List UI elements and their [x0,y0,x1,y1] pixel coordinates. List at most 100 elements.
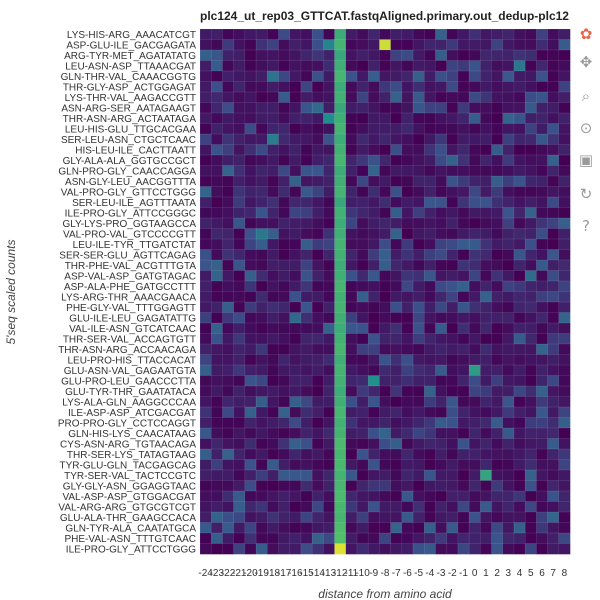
heatmap-cell [233,29,246,40]
heatmap-cell [368,533,380,544]
heatmap-cell [536,428,548,439]
heatmap-cell [200,480,212,492]
heatmap-cell [547,491,560,502]
heatmap-cell [345,102,358,114]
heatmap-cell [413,239,425,250]
heatmap-cell [222,113,234,124]
heatmap-cell [300,50,313,61]
heatmap-cell [491,291,504,303]
heatmap-cell [267,386,279,397]
heatmap-cell [368,165,380,177]
heatmap-cell [457,522,470,534]
heatmap-cell [502,123,515,135]
heatmap-cell [244,249,257,261]
heatmap-cell [356,333,369,345]
heatmap-cell [334,134,347,145]
heatmap-cell [525,375,537,387]
heatmap-cell [536,186,548,198]
heatmap-cell [334,533,347,544]
heatmap-cell [491,123,504,135]
heatmap-cell [256,512,268,523]
heatmap-cell [211,470,223,481]
heatmap-cell [502,438,515,450]
heatmap-cell [435,39,447,51]
heatmap-cell [536,365,548,376]
heatmap-cell [502,407,515,418]
heatmap-cell [256,333,268,345]
heatmap-cell [525,302,537,313]
heatmap-cell [379,375,391,387]
heatmap-cell [413,396,425,408]
heatmap-cell [211,375,223,387]
row-label: GLN-HIS-LYS_CAACATAAG [68,429,196,440]
save-icon[interactable]: ▣ [578,151,594,169]
heatmap-cell [435,207,447,219]
heatmap-cell [401,113,414,124]
heatmap-cell [424,323,436,334]
heatmap-cell [536,249,548,261]
heatmap-cell [244,71,257,82]
heatmap-cell [278,501,290,513]
heatmap-cell [525,123,537,135]
heatmap-cell [379,71,391,82]
heatmap-cell [502,218,515,229]
heatmap-cell [289,333,302,345]
heatmap-cell [211,29,223,40]
wheel-zoom-icon[interactable]: ⊙ [579,119,593,137]
heatmap-cell [424,449,436,460]
heatmap-cell [424,459,436,471]
heatmap-cell [502,207,515,219]
heatmap-cell [267,396,279,408]
column-label: 0 [472,568,478,579]
heatmap-cell [513,81,526,93]
heatmap-cell [200,50,212,61]
heatmap-cell [334,470,347,481]
heatmap-cell [502,470,515,481]
heatmap-cell [525,218,537,229]
heatmap-cell [312,270,324,282]
heatmap-cell [289,50,302,61]
heatmap-cell [244,438,257,450]
heatmap-cell [200,207,212,219]
heatmap-cell [513,312,526,324]
logo-icon[interactable]: ✿ [579,25,593,43]
heatmap-cell [244,312,257,324]
heatmap-cell [222,249,234,261]
heatmap-cell [424,428,436,439]
heatmap-cell [558,480,571,492]
heatmap-cell [390,438,403,450]
heatmap-cell [267,501,279,513]
heatmap-cell [536,323,548,334]
heatmap-cell [300,81,313,93]
heatmap-cell [334,365,347,376]
column-label: -23 [210,568,225,579]
heatmap-cell [379,407,391,418]
heatmap-cell [211,354,223,366]
heatmap-cell [379,165,391,177]
heatmap-cell [345,281,358,292]
heatmap-cell [401,302,414,313]
heatmap-cell [424,218,436,229]
heatmap-cell [334,396,347,408]
heatmap-cell [480,417,492,429]
heatmap-cell [401,81,414,93]
heatmap-cell [211,533,223,544]
box-zoom-icon[interactable]: ⌕ [581,87,591,105]
heatmap-cell [457,302,470,313]
heatmap-cell [356,312,369,324]
heatmap-cell [267,197,279,208]
pan-icon[interactable]: ✥ [579,53,593,71]
heatmap-cell [480,312,492,324]
heatmap-cell [491,29,504,40]
heatmap-cell [200,323,212,334]
help-icon[interactable]: ? [582,217,590,235]
row-label: LYS-ALA-GLN_AAGGCCCAA [62,397,196,408]
heatmap-cell [222,29,234,40]
heatmap-cell [424,281,436,292]
heatmap-cell [379,312,391,324]
heatmap-cell [211,302,223,313]
heatmap-cell [390,123,403,135]
heatmap-cell [356,344,369,355]
heatmap-cell [334,354,347,366]
reset-icon[interactable]: ↻ [579,185,593,203]
